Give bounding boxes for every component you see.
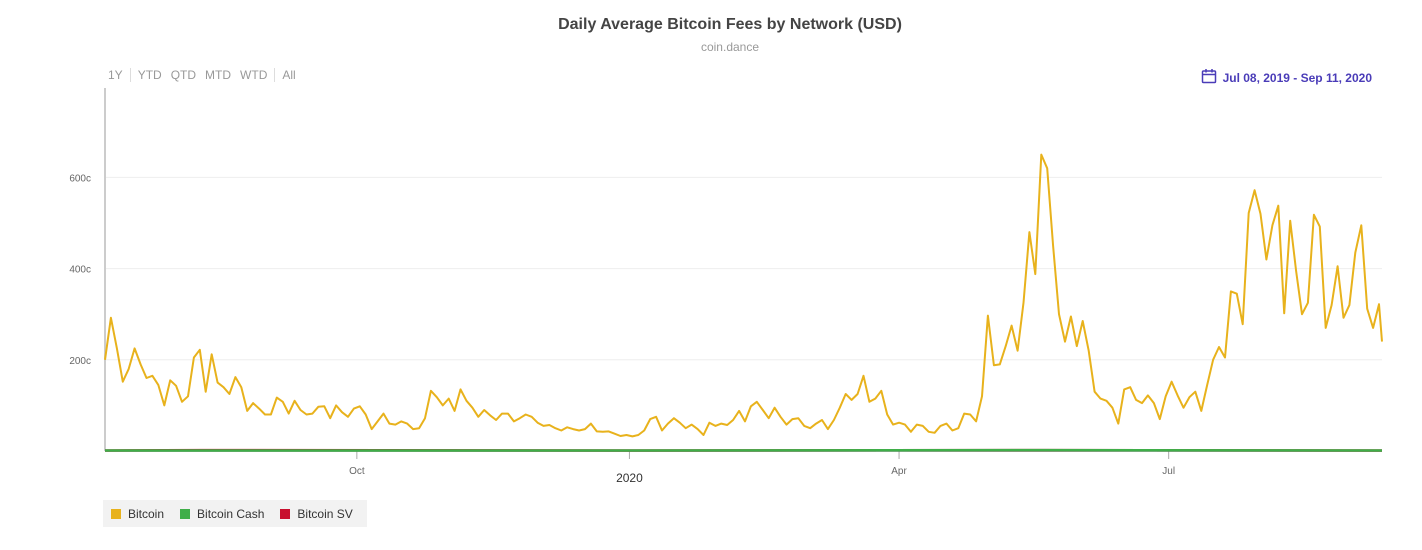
range-button-1y[interactable]: 1Y: [108, 68, 123, 82]
y-tick-label: 400c: [69, 265, 91, 276]
x-tick-label: Jul: [1162, 466, 1175, 477]
chart-legend: Bitcoin Bitcoin Cash Bitcoin SV: [103, 500, 367, 527]
range-button-ytd[interactable]: YTD: [137, 68, 162, 82]
legend-swatch-bitcoin-cash: [180, 508, 191, 519]
line-chart[interactable]: 200c 400c 600c Oct 2020 Apr Jul: [0, 0, 1422, 500]
legend-item-bitcoin[interactable]: Bitcoin: [111, 507, 164, 521]
date-range-picker[interactable]: Jul 08, 2019 - Sep 11, 2020: [1201, 68, 1372, 87]
x-tick-label: 2020: [616, 471, 643, 485]
range-divider: [274, 68, 276, 82]
chart-title: Daily Average Bitcoin Fees by Network (U…: [558, 16, 902, 33]
series-line-bitcoin[interactable]: [104, 153, 1383, 438]
legend-swatch-bitcoin-sv: [280, 508, 291, 519]
legend-item-bitcoin-cash[interactable]: Bitcoin Cash: [180, 507, 264, 521]
range-divider: [129, 68, 131, 82]
legend-label-bitcoin: Bitcoin: [128, 506, 165, 521]
y-tick-label: 600c: [69, 173, 91, 184]
x-tick-label: Oct: [349, 466, 365, 477]
range-button-wtd[interactable]: WTD: [240, 68, 268, 82]
range-button-all[interactable]: All: [282, 68, 296, 82]
legend-label-bitcoin-sv: Bitcoin SV: [297, 506, 353, 521]
x-tick-label: Apr: [891, 466, 907, 477]
y-axis-labels: 200c 400c 600c: [69, 173, 91, 366]
x-axis-labels: Oct 2020 Apr Jul: [349, 451, 1175, 485]
y-tick-label: 200c: [69, 356, 91, 367]
range-selector: 1Y YTD QTD MTD WTD All: [106, 68, 298, 82]
legend-item-bitcoin-sv[interactable]: Bitcoin SV: [280, 506, 353, 521]
calendar-icon: [1201, 68, 1217, 87]
range-button-mtd[interactable]: MTD: [205, 68, 232, 82]
date-range-label: Jul 08, 2019 - Sep 11, 2020: [1222, 70, 1372, 85]
legend-label-bitcoin-cash: Bitcoin Cash: [197, 506, 265, 521]
legend-swatch-bitcoin: [111, 508, 121, 519]
chart-subtitle: coin.dance: [700, 40, 760, 54]
grid-lines: [105, 176, 1382, 361]
series-lines: [104, 153, 1383, 452]
range-button-qtd[interactable]: QTD: [170, 68, 197, 82]
